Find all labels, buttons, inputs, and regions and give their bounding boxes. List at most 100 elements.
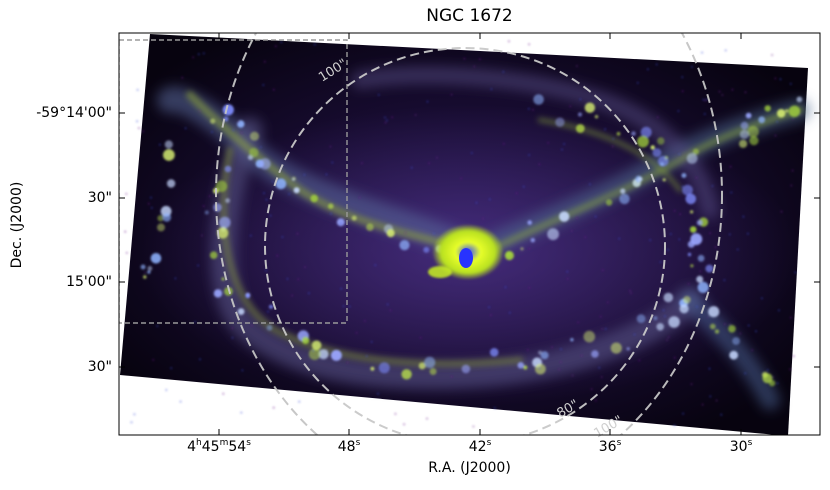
noise-speck [386, 303, 389, 306]
star-knot [504, 250, 514, 261]
noise-speck [184, 127, 187, 130]
noise-speck [124, 230, 127, 233]
noise-speck [604, 327, 607, 330]
star-knot [689, 226, 697, 233]
star-knot [219, 216, 231, 229]
noise-speck [528, 43, 530, 46]
noise-speck [761, 297, 763, 300]
noise-speck [629, 289, 631, 292]
noise-speck [729, 165, 732, 168]
noise-speck [391, 116, 394, 119]
plot-frame [118, 32, 821, 436]
noise-speck [436, 156, 438, 159]
star-knot [157, 223, 165, 232]
noise-speck [202, 52, 205, 55]
ra-tick-label: 30s [729, 438, 753, 455]
noise-speck [569, 105, 572, 108]
star-knot [679, 304, 689, 314]
star-knot [605, 199, 613, 206]
noise-speck [659, 261, 662, 263]
star-knot [696, 275, 704, 283]
noise-speck [729, 323, 731, 326]
noise-speck [291, 294, 293, 297]
star-knot [575, 124, 585, 133]
noise-speck [490, 314, 492, 317]
ra-tick-label: 42s [468, 438, 492, 455]
noise-speck [502, 142, 505, 145]
noise-speck [792, 118, 794, 120]
star-knot [776, 109, 786, 118]
noise-speck [673, 356, 676, 359]
noise-speck [298, 400, 301, 403]
star-knot [796, 96, 803, 103]
star-knot [163, 149, 175, 161]
noise-speck [666, 339, 668, 341]
star-knot [366, 223, 374, 231]
star-knot [293, 187, 300, 194]
noise-speck [730, 191, 733, 194]
noise-speck [479, 58, 481, 60]
noise-speck [774, 134, 777, 137]
noise-speck [488, 306, 490, 309]
noise-speck [673, 209, 676, 212]
star-knot [147, 270, 151, 274]
noise-speck [508, 40, 510, 43]
noise-speck [681, 185, 684, 188]
star-knot [308, 348, 321, 360]
noise-speck [701, 51, 703, 54]
noise-speck [433, 232, 435, 235]
star-knot [636, 314, 646, 323]
star-knot [709, 323, 716, 330]
star-knot [310, 194, 319, 203]
noise-speck [150, 196, 152, 199]
star-knot [728, 325, 736, 333]
noise-speck [720, 413, 723, 416]
star-knot [311, 340, 322, 351]
noise-speck [630, 292, 632, 294]
star-knot [697, 254, 705, 262]
noise-speck [460, 177, 463, 180]
noise-speck [326, 349, 329, 351]
noise-speck [340, 222, 342, 225]
noise-speck [673, 424, 676, 427]
noise-speck [147, 202, 150, 205]
dec-tick-label: -59°14'00" [36, 105, 112, 121]
noise-speck [296, 232, 299, 235]
star-knot [637, 176, 643, 182]
noise-speck [274, 45, 277, 48]
noise-speck [159, 143, 161, 146]
noise-speck [211, 131, 213, 133]
star-knot [714, 329, 720, 334]
noise-speck [237, 121, 240, 123]
noise-speck [152, 359, 155, 361]
star-knot [640, 126, 652, 138]
noise-speck [276, 254, 279, 257]
star-knot [213, 203, 222, 212]
noise-speck [199, 358, 201, 361]
noise-speck [165, 389, 168, 391]
ra-tick-label: 4h45m54s [187, 438, 251, 455]
noise-speck [690, 383, 693, 385]
star-knot [683, 296, 691, 304]
noise-speck [790, 316, 792, 319]
star-knot [682, 184, 693, 196]
noise-speck [250, 324, 253, 327]
noise-speck [192, 56, 195, 59]
noise-speck [792, 355, 795, 358]
noise-speck [377, 94, 380, 96]
star-knot [705, 264, 714, 273]
noise-speck [607, 301, 609, 304]
noise-speck [791, 169, 794, 172]
noise-speck [551, 346, 553, 349]
star-knot [745, 112, 752, 119]
star-knot [570, 338, 574, 342]
noise-speck [297, 278, 300, 281]
star-knot [610, 342, 622, 354]
noise-speck [179, 400, 182, 403]
noise-speck [241, 369, 244, 372]
star-knot [729, 350, 739, 360]
noise-speck [538, 367, 541, 370]
star-knot [351, 215, 357, 221]
star-knot [418, 362, 426, 370]
noise-speck [571, 374, 574, 377]
